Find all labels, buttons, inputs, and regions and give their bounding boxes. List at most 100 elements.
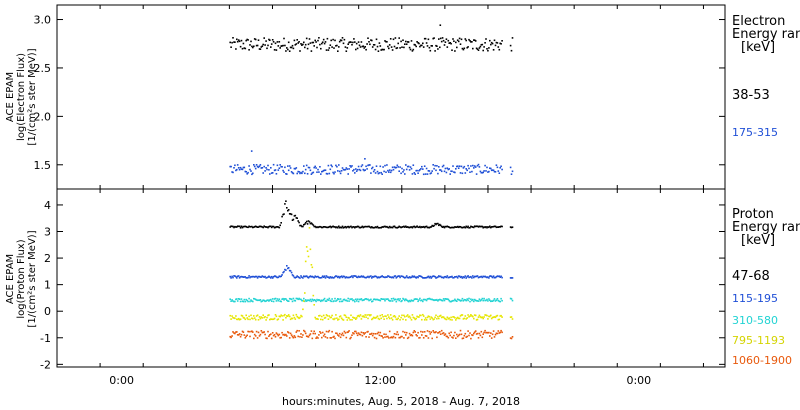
proton-point-1060-1900 [501,331,503,334]
electron-point-175-315 [370,172,372,174]
proton-point-795-1193 [456,316,459,319]
electron-point-38-53 [461,47,464,50]
proton-point-795-1193 [254,318,257,321]
electron-point-38-53 [422,46,425,48]
proton-panel-frame [56,188,726,368]
proton-point-795-1193 [344,314,347,317]
electron-point-175-315 [480,171,483,174]
electron-point-175-315 [268,169,270,171]
proton-point-47-68 [257,226,260,228]
electron-point-175-315 [322,169,325,172]
proton-point-795-1193 [309,248,312,251]
proton-point-310-580 [377,299,380,301]
electron-point-175-315 [345,167,348,169]
electron-point-175-315 [259,164,262,166]
proton-point-115-195 [465,277,467,279]
proton-point-795-1193 [445,318,448,321]
proton-point-310-580 [257,299,260,301]
proton-point-1060-1900 [246,334,248,337]
electron-legend-heading-3: [keV] [741,40,775,55]
proton-point-1060-1900 [489,335,491,337]
electron-point-38-53 [352,41,354,44]
electron-point-38-53 [479,45,482,48]
proton-ytick-label: 2 [44,252,51,265]
proton-point-115-195 [277,276,280,279]
proton-point-47-68 [407,226,410,229]
electron-point-175-315 [469,171,471,173]
proton-point-47-68 [325,226,328,229]
proton-point-115-195 [246,277,248,279]
proton-point-310-580 [388,300,391,302]
proton-point-115-195 [242,276,245,278]
proton-point-115-195 [324,277,327,279]
proton-point-1060-1900 [405,331,408,334]
proton-point-310-580 [233,300,235,303]
proton-point-47-68 [322,226,325,228]
electron-point-38-53 [458,37,461,40]
proton-point-47-68 [457,226,460,229]
proton-point-1060-1900 [454,331,456,334]
electron-point-175-315 [307,166,310,169]
proton-point-1060-1900 [439,333,442,335]
proton-point-795-1193 [485,314,487,316]
proton-point-795-1193 [335,314,337,316]
proton-point-47-68 [421,226,423,228]
proton-point-115-195 [361,276,364,278]
proton-point-1060-1900 [384,336,386,338]
electron-point-38-53 [293,39,296,42]
proton-point-47-68 [321,226,324,229]
electron-point-38-53 [447,39,450,42]
proton-point-47-68 [419,225,421,228]
proton-point-310-580 [303,297,305,300]
electron-point-38-53 [403,46,405,49]
electron-point-38-53 [510,49,513,52]
proton-point-310-580 [479,300,482,302]
proton-point-115-195 [255,275,258,278]
electron-point-38-53 [394,37,397,39]
proton-point-795-1193 [434,316,436,319]
proton-point-47-68 [329,225,332,228]
proton-point-47-68 [402,226,404,228]
electron-point-38-53 [435,44,437,47]
proton-point-47-68 [349,225,351,228]
electron-point-38-53 [453,40,455,42]
proton-point-310-580 [447,298,450,301]
proton-point-310-580 [408,299,411,302]
electron-point-38-53 [239,45,242,48]
proton-point-115-195 [326,276,329,278]
proton-point-1060-1900 [413,330,416,332]
proton-point-310-580 [354,300,356,303]
proton-point-47-68 [253,225,256,228]
proton-point-310-580 [391,300,394,302]
proton-point-1060-1900 [389,336,392,339]
proton-point-310-580 [369,299,371,301]
proton-point-47-68 [455,226,457,228]
proton-point-795-1193 [250,314,252,317]
proton-point-115-195 [456,277,459,279]
proton-point-115-195 [262,275,264,278]
electron-point-38-53 [282,44,284,47]
proton-point-310-580 [413,298,416,301]
proton-point-47-68 [410,226,413,228]
proton-point-310-580 [464,299,467,301]
proton-point-310-580 [456,298,459,301]
proton-point-47-68 [300,224,302,227]
electron-point-38-53 [358,44,361,47]
electron-point-175-315 [369,164,371,166]
proton-point-47-68 [336,226,338,228]
proton-point-795-1193 [438,317,440,320]
proton-point-310-580 [399,298,401,300]
proton-point-1060-1900 [451,336,453,338]
electron-point-175-315 [420,168,422,170]
proton-point-115-195 [373,275,376,278]
proton-point-310-580 [397,298,399,300]
proton-point-115-195 [412,276,415,278]
proton-point-1060-1900 [456,333,458,336]
proton-point-310-580 [362,299,365,301]
proton-point-795-1193 [385,315,387,317]
proton-point-310-580 [387,298,389,300]
proton-point-795-1193 [466,317,468,319]
proton-point-1060-1900 [476,332,479,335]
proton-point-47-68 [347,225,349,228]
electron-point-38-53 [236,40,239,43]
